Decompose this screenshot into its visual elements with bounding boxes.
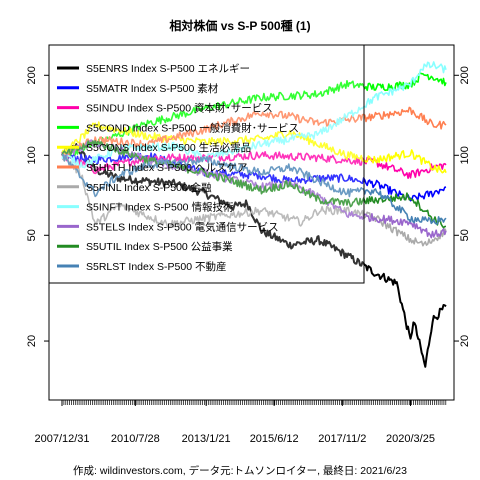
legend-label-s5matr: S5MATR Index S-P500 素材 [86, 82, 219, 95]
x-tick-label: 2017/11/2 [318, 433, 366, 445]
legend-label-s5cond: S5COND Index S-P500 一般消費財･サービス [86, 121, 299, 134]
x-tick-label: 2013/1/21 [182, 433, 231, 445]
y-tick-label-left-100: 100 [26, 146, 38, 164]
series-line-s5enrs [61, 143, 447, 368]
y-axis: 20 20 50 50 100 100 200 200 [26, 66, 471, 347]
legend-label-s5finl: S5FINL Index S-P500 金融 [86, 181, 212, 194]
y-tick-label-right-100: 100 [459, 146, 471, 164]
y-tick-label-right-20: 20 [459, 335, 471, 347]
y-tick-label-right-200: 200 [459, 66, 471, 84]
series-line-s5cons [61, 121, 447, 174]
y-tick-label-left-50: 50 [26, 229, 38, 241]
y-tick-label-right-50: 50 [459, 229, 471, 241]
series-line-s5rlst [61, 154, 447, 225]
legend-label-s5hlth: S5HLTH Index S-P500 ヘルスケア [86, 162, 247, 174]
legend-label-s5enrs: S5ENRS Index S-P500 エネルギー [86, 63, 250, 75]
series-line-s5indu [61, 151, 447, 179]
series-layer [61, 61, 447, 368]
series-line-s5matr [61, 151, 447, 202]
x-tick-label: 2010/7/28 [111, 433, 160, 445]
legend: S5ENRS Index S-P500 エネルギー S5MATR Index S-… [48, 44, 365, 284]
legend-label-s5inft: S5INFT Index S-P500 情報技術 [86, 201, 234, 214]
legend-label-s5rlst: S5RLST Index S-P500 不動産 [86, 260, 226, 273]
x-tick-label: 2007/12/31 [34, 433, 89, 445]
series-line-s5inft [61, 61, 447, 169]
legend-label-s5cons: S5CONS Index S-P500 生活必需品 [86, 141, 251, 154]
series-line-s5finl [62, 156, 447, 247]
y-tick-label-left-20: 20 [26, 335, 38, 347]
legend-label-s5util: S5UTIL Index S-P500 公益事業 [86, 240, 233, 253]
series-line-s5hlth [61, 106, 447, 157]
legend-label-s5indu: S5INDU Index S-P500 資本財･サービス [86, 102, 273, 115]
x-tick-label: 2020/3/25 [386, 433, 435, 445]
legend-box [48, 44, 365, 284]
y-tick-label-left-200: 200 [26, 66, 38, 84]
chart-title: 相対株価 vs S-P 500種 (1) [169, 18, 310, 33]
chart-caption: 作成: wildinvestors.com, データ元:トムソンロイター, 最終… [73, 464, 407, 477]
x-tick-label: 2015/6/12 [250, 433, 299, 445]
legend-label-s5tels: S5TELS Index S-P500 電気通信サービス [86, 220, 279, 233]
x-axis: 2007/12/31 2010/7/28 2013/1/21 2015/6/12 201… [34, 400, 447, 445]
